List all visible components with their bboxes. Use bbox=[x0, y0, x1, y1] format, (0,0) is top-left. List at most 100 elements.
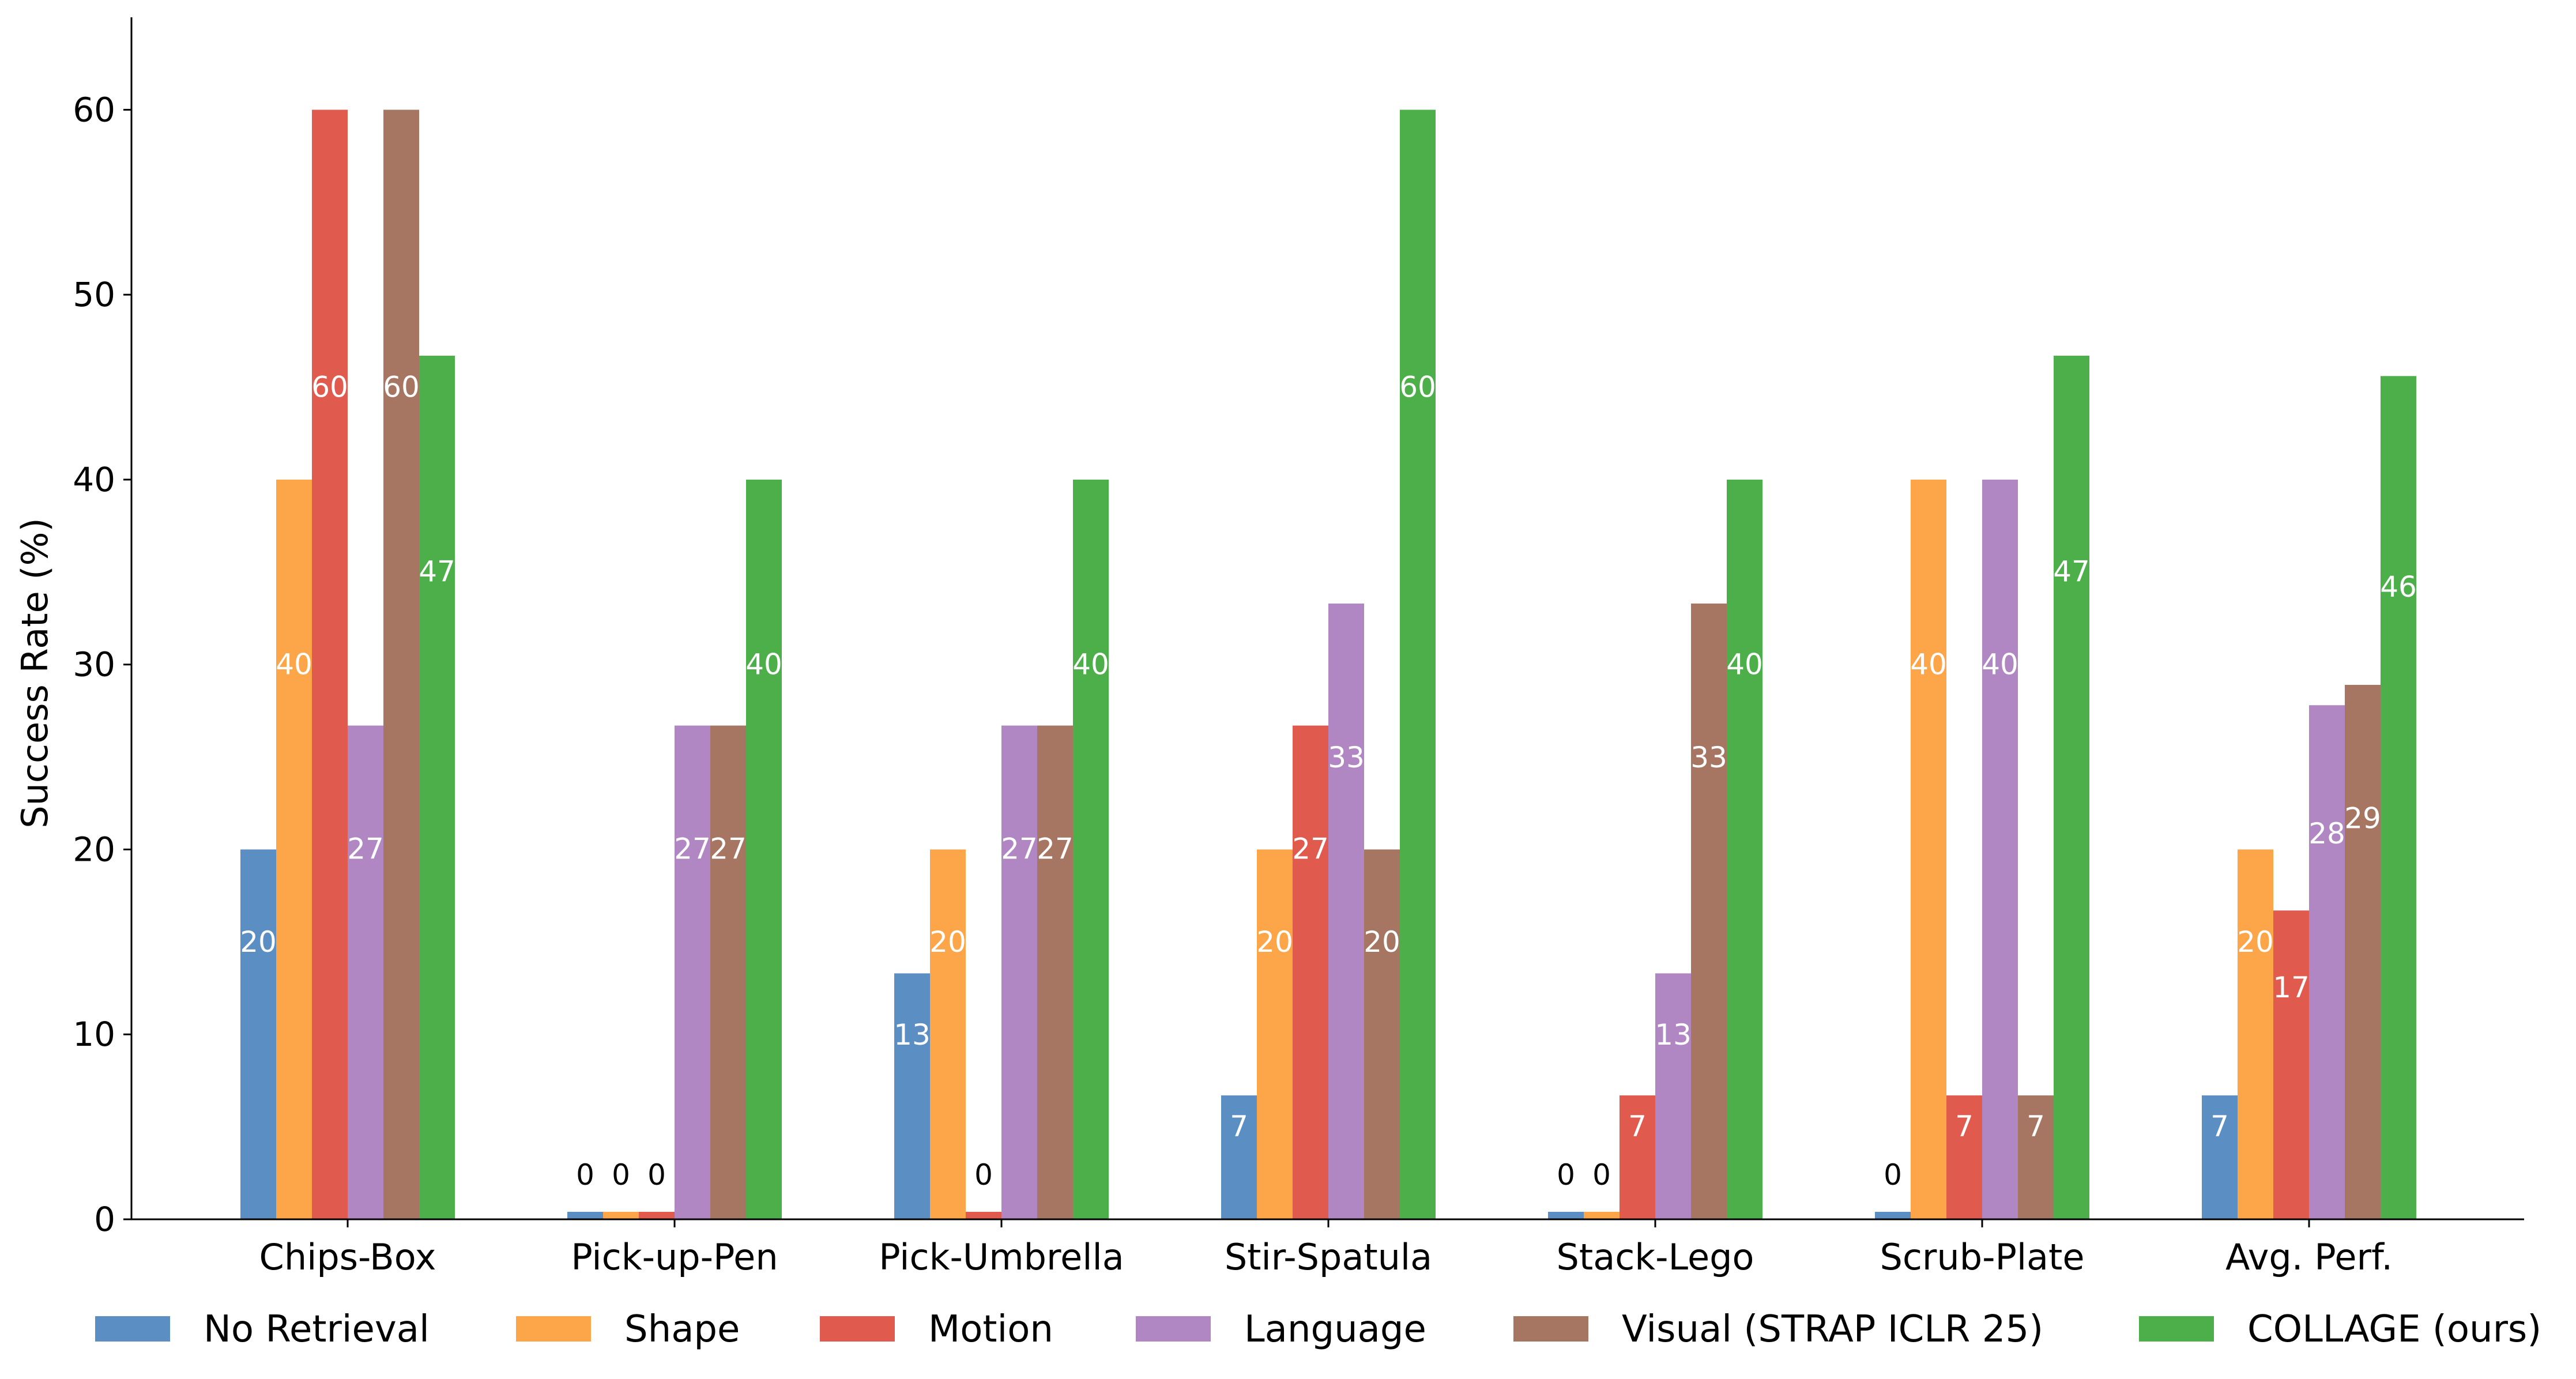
axes-layer: 0 10 20 30 40 50 60 Chips-Box Pick-up-Pen Pick-Um… bbox=[14, 17, 2524, 1278]
data-label: 40 bbox=[1072, 648, 1109, 681]
data-label: 60 bbox=[383, 371, 420, 404]
data-label: 13 bbox=[894, 1018, 931, 1052]
bar-shape-2 bbox=[930, 849, 966, 1219]
bar-motion-0 bbox=[312, 110, 348, 1219]
bar-no-retrieval-2 bbox=[894, 973, 930, 1219]
data-label: 33 bbox=[1328, 741, 1365, 774]
data-label: 7 bbox=[1628, 1110, 1647, 1143]
bar-collage-ours--6 bbox=[2381, 376, 2416, 1220]
bar-collage-ours--2 bbox=[1073, 479, 1109, 1219]
data-label: 28 bbox=[2308, 817, 2345, 850]
legend-swatch bbox=[95, 1316, 170, 1342]
data-label: 40 bbox=[1982, 648, 2018, 681]
x-tick-label: Chips-Box bbox=[259, 1236, 436, 1278]
bar-no-retrieval-3 bbox=[1221, 1095, 1257, 1219]
data-label: 17 bbox=[2273, 971, 2310, 1004]
bar-visual-strap-iclr-25--3 bbox=[1364, 849, 1400, 1219]
x-tick-label: Scrub-Plate bbox=[1880, 1236, 2084, 1278]
bar-collage-ours--1 bbox=[746, 479, 782, 1219]
legend-item: Visual (STRAP ICLR 25) bbox=[1513, 1308, 2043, 1351]
y-axis-label: Success Rate (%) bbox=[14, 518, 56, 828]
bars-layer bbox=[240, 110, 2416, 1220]
y-tick-label: 50 bbox=[73, 275, 115, 314]
data-label: 40 bbox=[745, 648, 782, 681]
data-label: 33 bbox=[1690, 741, 1727, 774]
bar-no-retrieval-4 bbox=[1548, 1212, 1584, 1219]
bar-shape-5 bbox=[1911, 479, 1946, 1219]
bar-motion-1 bbox=[639, 1212, 675, 1219]
legend-label: Motion bbox=[928, 1308, 1053, 1351]
bar-visual-strap-iclr-25--1 bbox=[710, 725, 746, 1219]
bar-language-3 bbox=[1328, 603, 1364, 1219]
bar-shape-0 bbox=[276, 479, 312, 1219]
data-label: 60 bbox=[311, 371, 348, 404]
bar-visual-strap-iclr-25--0 bbox=[383, 110, 419, 1219]
y-tick-label: 0 bbox=[94, 1200, 115, 1239]
legend-label: Shape bbox=[624, 1308, 740, 1351]
legend-item: No Retrieval bbox=[95, 1308, 430, 1351]
data-label: 27 bbox=[1037, 832, 1074, 866]
legend-swatch bbox=[516, 1316, 591, 1342]
x-tick-label: Avg. Perf. bbox=[2225, 1236, 2393, 1278]
bar-no-retrieval-0 bbox=[240, 849, 276, 1219]
data-label: 20 bbox=[240, 925, 277, 959]
legend-swatch bbox=[1136, 1316, 1211, 1342]
data-label: 47 bbox=[2053, 555, 2090, 589]
data-label: 20 bbox=[929, 925, 966, 959]
legend: No Retrieval Shape Motion Language Visual (S… bbox=[95, 1308, 2541, 1351]
bar-visual-strap-iclr-25--2 bbox=[1037, 725, 1073, 1219]
data-label: 7 bbox=[1230, 1110, 1248, 1143]
bar-shape-3 bbox=[1257, 849, 1293, 1219]
data-label: 7 bbox=[2027, 1110, 2045, 1143]
data-label: 7 bbox=[1955, 1110, 1974, 1143]
bar-language-6 bbox=[2309, 705, 2345, 1219]
data-label: 27 bbox=[1292, 832, 1329, 866]
bar-language-4 bbox=[1655, 973, 1691, 1219]
legend-swatch bbox=[820, 1316, 895, 1342]
data-label: 0 bbox=[974, 1158, 993, 1192]
legend-item: COLLAGE (ours) bbox=[2139, 1308, 2541, 1351]
legend-item: Shape bbox=[516, 1308, 740, 1351]
bar-visual-strap-iclr-25--6 bbox=[2345, 684, 2381, 1219]
data-label: 20 bbox=[1256, 925, 1293, 959]
data-label: 0 bbox=[1592, 1158, 1611, 1192]
y-tick-label: 20 bbox=[73, 830, 115, 869]
bar-shape-1 bbox=[603, 1212, 639, 1219]
legend-swatch bbox=[2139, 1316, 2214, 1342]
data-label: 0 bbox=[647, 1158, 666, 1192]
bar-language-5 bbox=[1982, 479, 2018, 1219]
legend-item: Motion bbox=[820, 1308, 1053, 1351]
bar-motion-6 bbox=[2273, 910, 2309, 1219]
y-tick-label: 10 bbox=[73, 1015, 115, 1054]
data-label: 40 bbox=[1726, 648, 1763, 681]
data-label: 27 bbox=[710, 832, 747, 866]
legend-item: Language bbox=[1136, 1308, 1426, 1351]
bar-motion-4 bbox=[1620, 1095, 1655, 1219]
data-label: 20 bbox=[1364, 925, 1400, 959]
data-label: 27 bbox=[674, 832, 711, 866]
bar-motion-2 bbox=[966, 1212, 1001, 1219]
data-label: 60 bbox=[1399, 371, 1436, 404]
legend-label: No Retrieval bbox=[204, 1308, 430, 1351]
y-tick-label: 30 bbox=[73, 645, 115, 684]
data-label: 13 bbox=[1655, 1018, 1692, 1052]
data-label: 27 bbox=[347, 832, 384, 866]
y-tick-label: 60 bbox=[73, 90, 115, 129]
bar-visual-strap-iclr-25--5 bbox=[2018, 1095, 2054, 1219]
bar-motion-3 bbox=[1293, 725, 1328, 1219]
data-label: 40 bbox=[1910, 648, 1947, 681]
bar-collage-ours--3 bbox=[1400, 110, 1436, 1219]
data-label: 46 bbox=[2380, 570, 2417, 604]
data-label: 0 bbox=[612, 1158, 630, 1192]
bar-language-1 bbox=[675, 725, 710, 1219]
data-label: 0 bbox=[1884, 1158, 1902, 1192]
bar-language-2 bbox=[1001, 725, 1037, 1219]
bar-shape-6 bbox=[2238, 849, 2273, 1219]
bar-collage-ours--5 bbox=[2054, 356, 2089, 1219]
data-label: 47 bbox=[419, 555, 455, 589]
bar-no-retrieval-6 bbox=[2202, 1095, 2238, 1219]
data-label: 7 bbox=[2210, 1110, 2229, 1143]
